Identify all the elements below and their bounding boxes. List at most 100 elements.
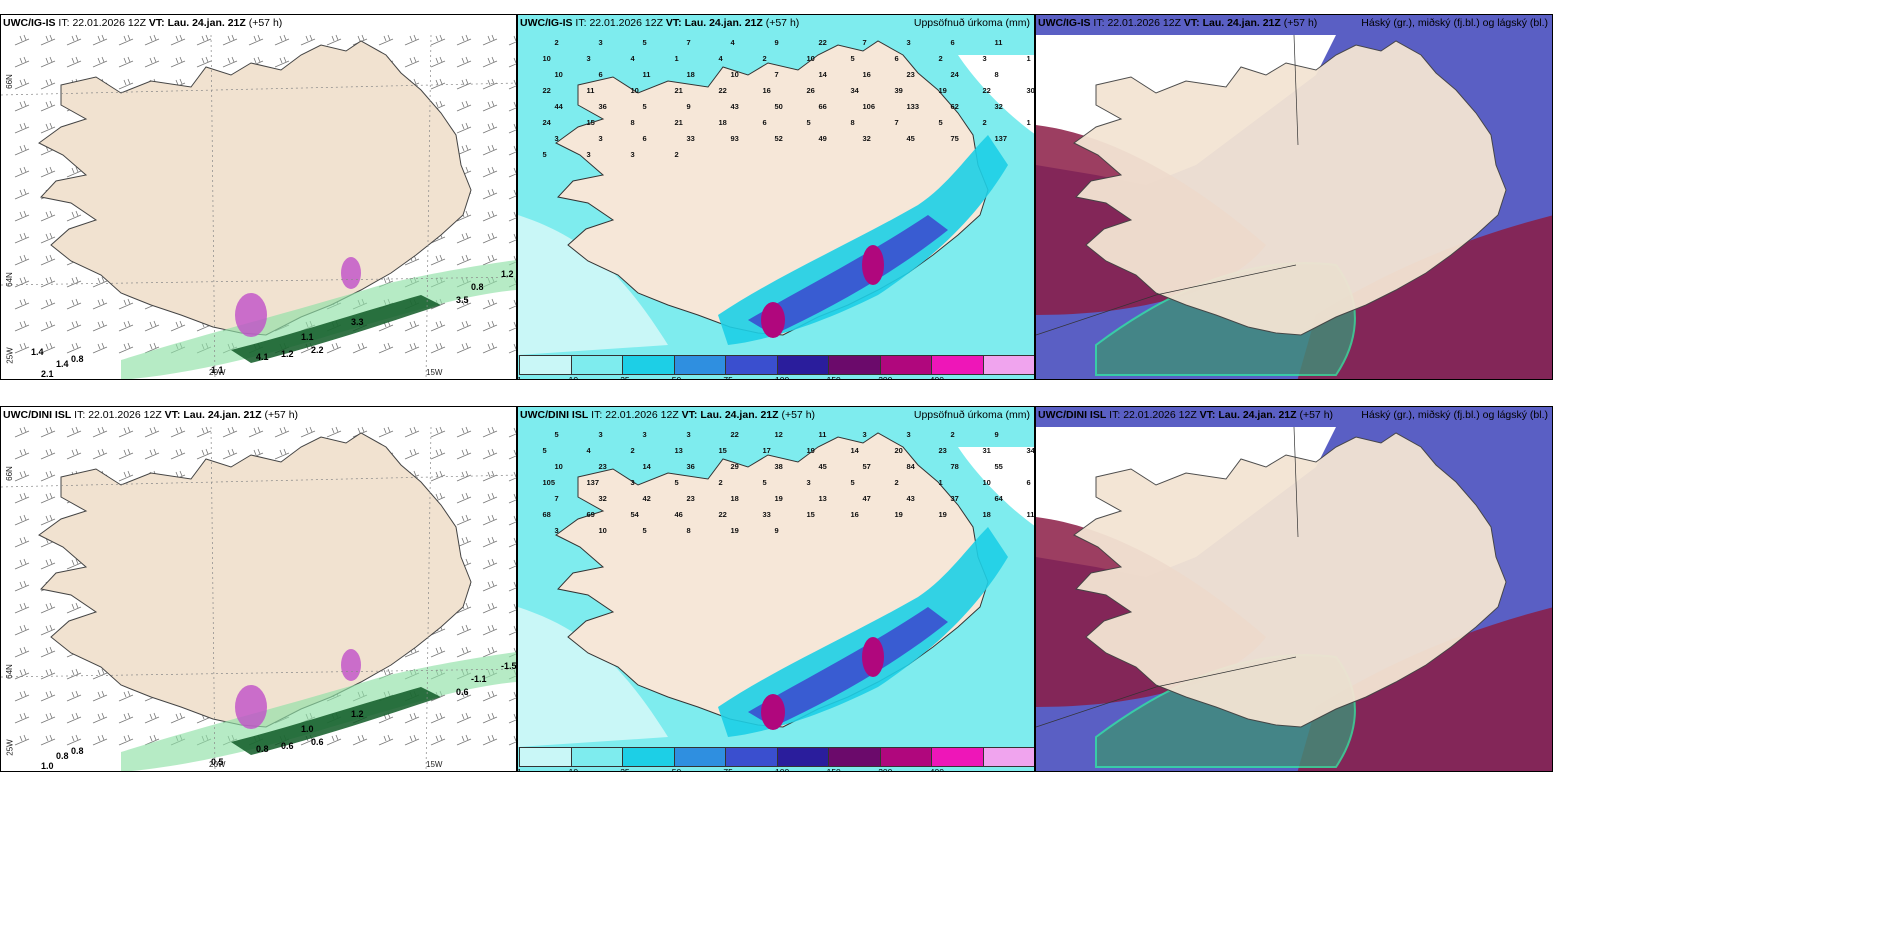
high-cloud	[1297, 607, 1552, 771]
panel-bottom-middle: UWC/DINI ISL IT: 22.01.2026 12Z VT: Lau.…	[517, 406, 1035, 772]
precip-value: 18	[983, 510, 991, 519]
precip-value: 3	[687, 430, 691, 439]
precip-value: 106	[863, 102, 876, 111]
precip-value: 137	[587, 478, 600, 487]
precip-value: 23	[939, 446, 947, 455]
precip-value: 47	[863, 494, 871, 503]
precip-value: 5	[643, 526, 647, 535]
precip-value: 18	[719, 118, 727, 127]
precip-value: 5	[643, 102, 647, 111]
iceland-land	[1073, 432, 1507, 728]
precip-value: 3	[555, 526, 559, 535]
panel-title: Háský (gr.), miðský (fj.bl.) og lágský (…	[1361, 17, 1548, 29]
precip-value: 32	[995, 102, 1003, 111]
precip-value: 3	[599, 38, 603, 47]
precip-value: 36	[599, 102, 607, 111]
legend-swatch	[571, 356, 623, 374]
panel-header: UWC/DINI ISL IT: 22.01.2026 12Z VT: Lau.…	[520, 409, 816, 421]
precip-value: 5	[851, 478, 855, 487]
panel-title: Háský (gr.), miðský (fj.bl.) og lágský (…	[1361, 409, 1548, 421]
precip-value: 29	[731, 462, 739, 471]
precip-value: 2	[983, 118, 987, 127]
precip-value: 13	[819, 494, 827, 503]
temperature-value: 3.5	[456, 295, 469, 305]
precip-band	[121, 260, 516, 379]
precip-value: 2	[763, 54, 767, 63]
precip-value: 32	[599, 494, 607, 503]
legend-tick: 400	[929, 375, 944, 380]
precip-value: 16	[851, 510, 859, 519]
legend-tick: 200	[878, 375, 893, 380]
legend-swatch	[777, 356, 829, 374]
precip-value: 5	[555, 430, 559, 439]
precip-value: 7	[555, 494, 559, 503]
precip-value: 10	[555, 70, 563, 79]
legend-swatch	[623, 748, 675, 766]
heavy-precip-band	[231, 295, 441, 363]
legend-swatch	[932, 356, 984, 374]
precip-value: 43	[907, 494, 915, 503]
precip-value: 21	[675, 86, 683, 95]
precip-value: 3	[599, 430, 603, 439]
precip-value: 50	[775, 102, 783, 111]
panel-title: Uppsöfnuð úrkoma (mm)	[913, 409, 1030, 421]
precip-legend	[519, 355, 1034, 375]
iceland-land	[1073, 40, 1507, 336]
precip-value: 7	[863, 38, 867, 47]
precip-max	[761, 302, 785, 338]
precip-value: 15	[587, 118, 595, 127]
precip-value: 24	[951, 70, 960, 79]
precip-value: 30	[1027, 86, 1035, 95]
precip-value: 49	[819, 134, 827, 143]
precip-value: 31	[983, 446, 991, 455]
lat-label-64n: 64N	[4, 272, 14, 287]
panel-top-right: UWC/IG-IS IT: 22.01.2026 12Z VT: Lau. 24…	[1035, 14, 1553, 380]
precip-value: 13	[675, 446, 683, 455]
precip-value: 64	[995, 494, 1004, 503]
precip-value: 10	[543, 54, 551, 63]
temperature-value: 2.2	[311, 345, 324, 355]
legend-swatch	[571, 748, 623, 766]
lon-label-20w: 20W	[209, 760, 226, 769]
panel-header: UWC/IG-IS IT: 22.01.2026 12Z VT: Lau. 24…	[3, 17, 283, 29]
panel-header: UWC/IG-IS IT: 22.01.2026 12Z VT: Lau. 24…	[1038, 17, 1318, 29]
precip-value: 4	[587, 446, 592, 455]
precip-value: 17	[763, 446, 771, 455]
precip-value: 7	[775, 70, 779, 79]
precip-value: 6	[951, 38, 955, 47]
precip-value: 1	[1027, 54, 1031, 63]
precip-value: 66	[819, 102, 827, 111]
precip-max	[862, 637, 884, 677]
precip-value: 6	[895, 54, 899, 63]
precip-value: 15	[807, 510, 815, 519]
precip-value: 8	[851, 118, 855, 127]
heavy-precip-band	[231, 687, 441, 755]
legend-tick: 100	[775, 375, 790, 380]
precip-value: 75	[951, 134, 959, 143]
legend-swatch	[520, 356, 572, 374]
precip-value: 45	[907, 134, 915, 143]
lon-label-15w: 15W	[426, 368, 443, 377]
precip-legend-ticks: 1 10 25 50 75 100 150 200 400	[518, 375, 1034, 380]
precip-value: 26	[807, 86, 815, 95]
lat-label-66n: 66N	[4, 466, 14, 481]
precip-value: 33	[763, 510, 771, 519]
lon-label-20w: 20W	[209, 368, 226, 377]
precip-value: 133	[907, 102, 920, 111]
panel-header: UWC/IG-IS IT: 22.01.2026 12Z VT: Lau. 24…	[520, 17, 800, 29]
precip-value: 42	[643, 494, 651, 503]
precip-value: 6	[643, 134, 647, 143]
precip-value: 4	[731, 38, 736, 47]
legend-swatch	[674, 748, 726, 766]
precip-value: 21	[675, 118, 683, 127]
precip-value: 2	[719, 478, 723, 487]
temperature-value: 1.1	[301, 332, 314, 342]
precip-value: 5	[851, 54, 855, 63]
precip-value: 5	[763, 478, 767, 487]
precip-value: 6	[763, 118, 767, 127]
precip-value: 39	[895, 86, 903, 95]
precip-value: 7	[895, 118, 899, 127]
precip-area	[748, 215, 948, 335]
precip-value: 34	[851, 86, 860, 95]
